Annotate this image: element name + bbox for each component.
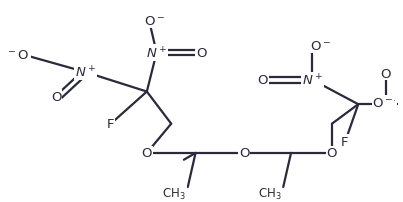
- Text: CH$_3$: CH$_3$: [162, 186, 186, 201]
- Text: O$^-$: O$^-$: [144, 15, 165, 28]
- Text: $N^+$: $N^+$: [75, 65, 96, 80]
- Text: O: O: [141, 147, 152, 160]
- Text: $^-$O: $^-$O: [6, 49, 30, 62]
- Text: F: F: [107, 118, 114, 130]
- Text: O: O: [239, 147, 249, 160]
- Text: O: O: [51, 90, 62, 103]
- Text: $N^+$: $N^+$: [146, 46, 167, 61]
- Text: O$^-$: O$^-$: [372, 96, 393, 109]
- Text: O: O: [380, 67, 391, 80]
- Text: O: O: [327, 147, 337, 160]
- Text: F: F: [341, 135, 348, 148]
- Text: O$^-$: O$^-$: [310, 40, 331, 53]
- Text: O: O: [258, 74, 268, 87]
- Text: CH$_3$: CH$_3$: [258, 186, 281, 201]
- Text: O: O: [196, 47, 207, 60]
- Text: $N^+$: $N^+$: [302, 73, 323, 88]
- Text: $N^+$: $N^+$: [375, 97, 396, 112]
